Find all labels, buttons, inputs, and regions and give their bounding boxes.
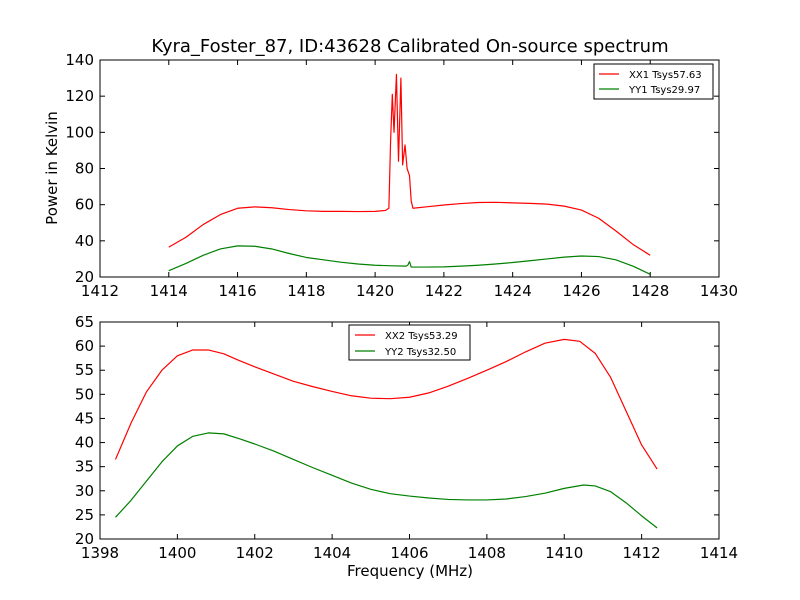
bottom-y-tick-label: 20	[75, 530, 94, 548]
legend-label-xx1: XX1 Tsys57.63	[629, 70, 702, 81]
series-group-bottom	[114, 338, 658, 529]
legend-label-yy1: YY1 Tsys29.97	[628, 85, 700, 96]
bottom-y-tick-label: 45	[75, 409, 94, 427]
top-y-tick-label: 20	[75, 268, 94, 286]
bottom-x-tick-label: 1408	[468, 544, 506, 562]
series-line-xx2	[114, 338, 658, 470]
legend-box-bottom	[348, 324, 471, 361]
legend-box-top	[593, 63, 714, 100]
top-x-tick-label: 1412	[81, 282, 119, 300]
top-y-tick-label: 100	[65, 123, 94, 141]
top-x-tick-label: 1422	[425, 282, 463, 300]
bottom-y-tick-label: 25	[75, 506, 94, 524]
bottom-x-tick-label: 1398	[81, 544, 119, 562]
bottom-x-tick-label: 1412	[623, 544, 661, 562]
legend-top: XX1 Tsys57.63 YY1 Tsys29.97	[593, 63, 714, 100]
axis-ticks-bottom: 1398 1400 1402 1404 1406 1408 1410 1412 1414 20 25…	[75, 313, 738, 562]
bottom-y-tick-label: 40	[75, 434, 94, 452]
top-y-tick-label: 60	[75, 196, 94, 214]
bottom-y-tick-label: 35	[75, 458, 94, 476]
top-y-tick-label: 140	[65, 51, 94, 69]
top-y-tick-label: 120	[65, 87, 94, 105]
bottom-y-tick-label: 60	[75, 337, 94, 355]
bottom-x-tick-label: 1402	[236, 544, 274, 562]
bottom-x-tick-label: 1414	[700, 544, 738, 562]
series-line-xx1	[168, 73, 651, 256]
top-y-tick-label: 40	[75, 232, 94, 250]
series-line-yy1	[168, 245, 651, 275]
top-x-tick-label: 1424	[494, 282, 532, 300]
top-x-tick-label: 1428	[631, 282, 669, 300]
legend-label-xx2: XX2 Tsys53.29	[385, 331, 458, 342]
bottom-y-tick-label: 65	[75, 313, 94, 331]
series-line-yy2	[115, 432, 658, 529]
bottom-y-tick-label: 30	[75, 482, 94, 500]
bottom-x-tick-label: 1404	[313, 544, 351, 562]
top-x-tick-label: 1426	[562, 282, 600, 300]
axis-ticks-top: 1412 1414 1416 1418 1420 1422 1424 1426 1428 1430…	[65, 51, 738, 300]
bottom-y-tick-label: 50	[75, 385, 94, 403]
top-x-tick-label: 1420	[356, 282, 394, 300]
bottom-x-tick-label: 1410	[545, 544, 583, 562]
y-axis-label-top: Power in Kelvin	[43, 111, 61, 225]
top-x-tick-label: 1430	[700, 282, 738, 300]
top-x-tick-label: 1418	[287, 282, 325, 300]
x-axis-label-bottom: Frequency (MHz)	[347, 562, 473, 580]
series-group-top	[168, 73, 651, 275]
chart-title: Kyra_Foster_87, ID:43628 Calibrated On-s…	[151, 36, 668, 57]
top-y-tick-label: 80	[75, 160, 94, 178]
bottom-y-tick-label: 55	[75, 361, 94, 379]
legend-label-yy2: YY2 Tsys32.50	[384, 347, 456, 358]
top-x-tick-label: 1416	[218, 282, 256, 300]
legend-bottom: XX2 Tsys53.29 YY2 Tsys32.50	[348, 324, 471, 361]
top-x-tick-label: 1414	[150, 282, 188, 300]
bottom-x-tick-label: 1406	[390, 544, 428, 562]
bottom-x-tick-label: 1400	[158, 544, 196, 562]
